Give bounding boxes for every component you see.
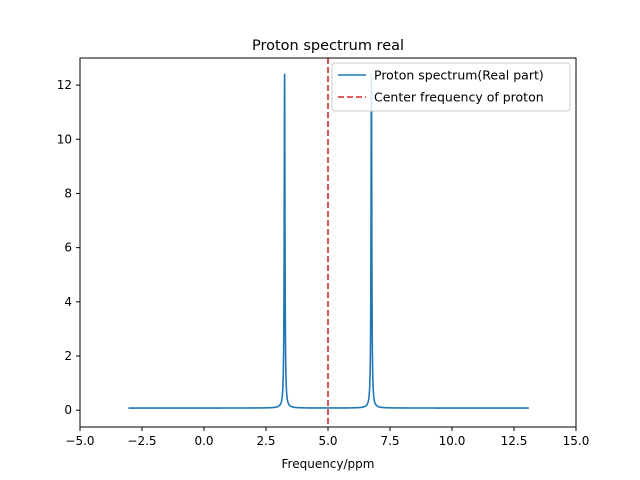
x-tick-label: 2.5 <box>256 434 275 448</box>
y-tick-label: 8 <box>64 186 72 200</box>
y-tick-label: 0 <box>64 403 72 417</box>
series-layer <box>128 73 529 409</box>
x-axis-ticks: −5.0 −2.5 0.0 2.5 5.0 7.5 10.0 12.5 15.0 <box>65 427 589 448</box>
legend-label-series: Proton spectrum(Real part) <box>374 68 544 83</box>
legend-box <box>331 62 571 112</box>
x-tick-label: 7.5 <box>380 434 399 448</box>
x-tick-label: −5.0 <box>65 434 94 448</box>
plot-frame <box>79 57 577 428</box>
x-tick-label: −2.5 <box>127 434 156 448</box>
x-tick-label: 12.5 <box>501 434 528 448</box>
x-tick-label: 15.0 <box>563 434 590 448</box>
x-tick-label: 10.0 <box>439 434 466 448</box>
x-axis-label: Frequency/ppm <box>282 457 375 471</box>
y-tick-label: 10 <box>57 132 72 146</box>
y-tick-label: 2 <box>64 349 72 363</box>
x-tick-label: 0.0 <box>194 434 213 448</box>
legend-label-vline: Center frequency of proton <box>374 90 544 105</box>
y-tick-label: 12 <box>57 78 72 92</box>
y-tick-label: 6 <box>64 241 72 255</box>
series-line <box>128 73 529 409</box>
y-tick-label: 4 <box>64 295 72 309</box>
x-tick-label: 5.0 <box>318 434 337 448</box>
legend: Proton spectrum(Real part) Center freque… <box>331 62 571 112</box>
chart-title: Proton spectrum real <box>252 38 404 54</box>
y-axis-ticks: 0 2 4 6 8 10 12 <box>57 78 80 417</box>
